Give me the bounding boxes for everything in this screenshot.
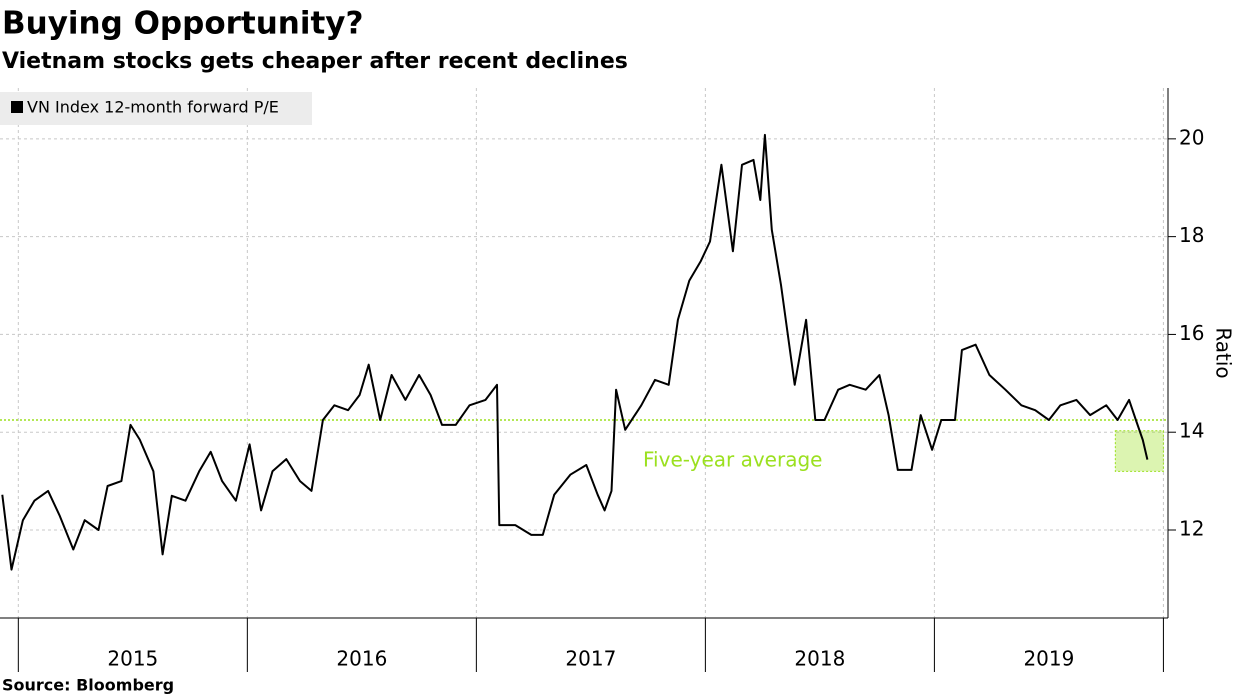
annotation: Five-year average [643, 448, 822, 472]
y-axis-label: Ratio [1212, 327, 1236, 378]
highlight-box [1114, 430, 1164, 472]
x-tick-label: 2017 [565, 647, 616, 671]
x-tick-label: 2018 [794, 647, 845, 671]
legend-label: VN Index 12-month forward P/E [27, 98, 279, 117]
legend-swatch [11, 101, 23, 113]
y-tick-label: 14 [1179, 419, 1204, 443]
data-line [1, 133, 1149, 571]
x-tick-label: 2015 [107, 647, 158, 671]
source: Source: Bloomberg [2, 676, 174, 695]
x-tick-label: 2016 [336, 647, 387, 671]
y-tick-label: 18 [1179, 223, 1204, 247]
chart-title: Buying Opportunity? [2, 6, 364, 42]
legend-box [0, 92, 312, 125]
y-tick-label: 20 [1179, 125, 1204, 149]
y-tick-label: 16 [1179, 321, 1204, 345]
x-tick-label: 2019 [1023, 647, 1074, 671]
y-tick-label: 12 [1179, 516, 1204, 540]
chart-subtitle: Vietnam stocks gets cheaper after recent… [2, 49, 628, 74]
